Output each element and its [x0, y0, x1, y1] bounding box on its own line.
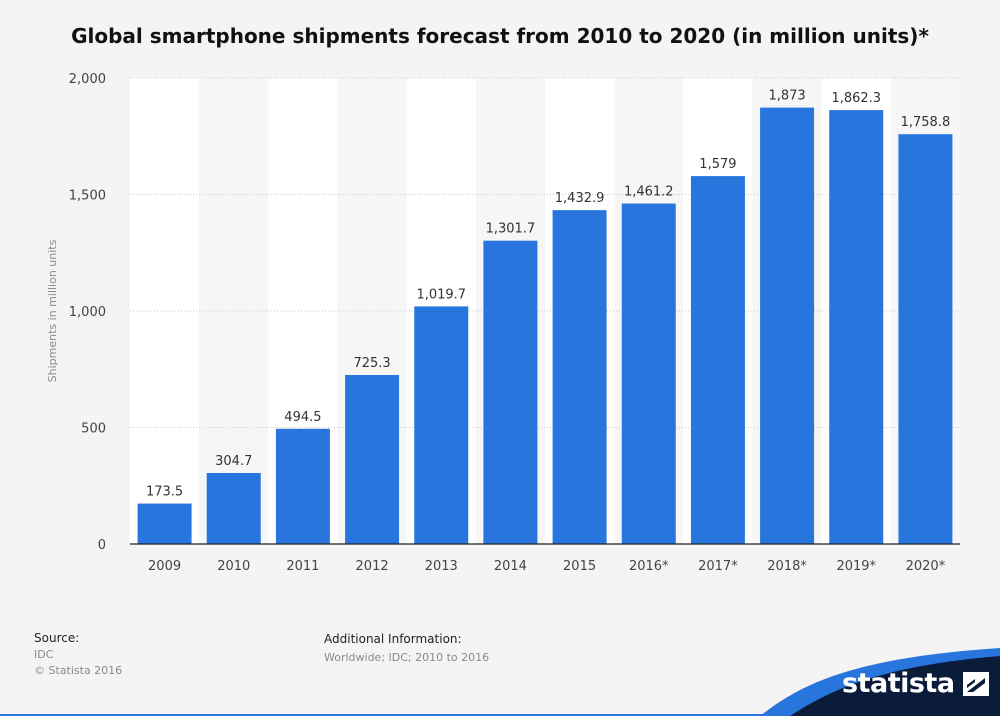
bar — [483, 240, 538, 544]
additional-info-label: Additional Information: — [324, 632, 462, 646]
bar-value-label: 173.5 — [146, 485, 183, 500]
source-value: IDC — [34, 648, 54, 661]
y-axis-label: Shipments in million units — [46, 239, 59, 382]
statista-logo: statista — [842, 668, 989, 699]
bar-value-label: 494.5 — [284, 410, 321, 425]
copyright: © Statista 2016 — [34, 664, 123, 677]
chart-title: Global smartphone shipments forecast fro… — [71, 24, 929, 48]
source-label: Source: — [34, 631, 80, 645]
brand-name: statista — [842, 668, 955, 699]
x-tick-label: 2017* — [698, 559, 738, 574]
y-tick-label: 500 — [81, 422, 106, 437]
bar-value-label: 1,758.8 — [901, 115, 951, 130]
x-tick-label: 2020* — [906, 559, 946, 574]
bar-value-label: 304.7 — [215, 454, 252, 469]
brand-swoosh — [0, 648, 1000, 716]
bar — [275, 428, 330, 544]
bar — [898, 134, 953, 545]
bar-value-label: 1,862.3 — [831, 91, 881, 106]
bar — [760, 107, 815, 544]
bar — [552, 210, 607, 545]
bar — [621, 203, 676, 544]
bar-value-label: 1,301.7 — [486, 222, 536, 237]
bar — [206, 473, 261, 544]
x-tick-label: 2016* — [629, 559, 669, 574]
y-tick-label: 1,500 — [69, 189, 106, 204]
x-tick-label: 2018* — [767, 559, 807, 574]
bar-chart: 0 500 1,000 1,500 2,000 Shipments in million … — [46, 72, 960, 574]
x-tick-label: 2009 — [148, 559, 181, 574]
x-tick-label: 2014 — [494, 559, 527, 574]
y-tick-label: 2,000 — [69, 72, 106, 87]
bar-value-label: 1,873 — [768, 89, 805, 104]
x-tick-label: 2010 — [217, 559, 250, 574]
bar — [137, 503, 192, 544]
bar-value-label: 1,019.7 — [416, 287, 466, 302]
statista-logo-icon — [962, 671, 989, 696]
bar — [829, 110, 884, 544]
x-tick-label: 2011 — [286, 559, 319, 574]
x-tick-label: 2013 — [425, 559, 458, 574]
y-tick-label: 1,000 — [69, 305, 106, 320]
bar-value-label: 1,432.9 — [555, 191, 605, 206]
bar-value-label: 1,579 — [699, 157, 736, 172]
bar — [690, 176, 745, 544]
x-tick-label: 2012 — [356, 559, 389, 574]
x-tick-label: 2015 — [563, 559, 596, 574]
bar — [414, 306, 469, 544]
bar-value-label: 725.3 — [353, 356, 390, 371]
bar-value-label: 1,461.2 — [624, 185, 674, 200]
additional-info-value: Worldwide; IDC; 2010 to 2016 — [324, 651, 490, 664]
y-tick-label: 0 — [98, 538, 106, 553]
x-tick-label: 2019* — [836, 559, 876, 574]
bar — [345, 375, 400, 544]
